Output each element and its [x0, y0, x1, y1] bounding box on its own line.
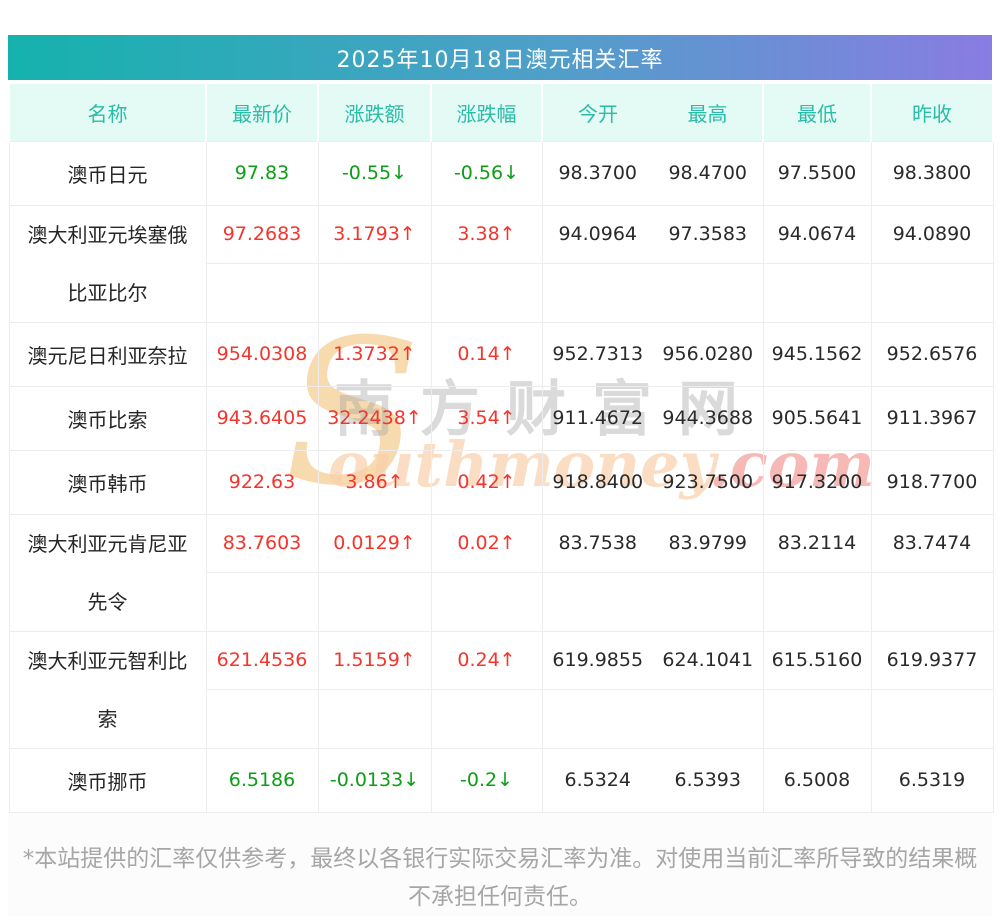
cell-change: 32.2438↑ [317, 385, 432, 451]
header-latest: 最新价 [205, 82, 319, 142]
header-name: 名称 [8, 82, 207, 142]
filler-row [9, 572, 994, 632]
cell-low: 6.5008 [762, 747, 872, 813]
cell-low: 917.3200 [762, 449, 872, 515]
cell-low: 83.2114 [762, 513, 872, 573]
rate-table: 名称 最新价 涨跌额 涨跌幅 今开 最高 最低 昨收 澳币日元 97.83 -0… [8, 82, 994, 813]
header-row: 名称 最新价 涨跌额 涨跌幅 今开 最高 最低 昨收 [8, 82, 994, 142]
cell-change-pct: -0.2↓ [430, 747, 543, 813]
header-prev-close: 昨收 [870, 82, 994, 142]
cell-change-pct: 0.24↑ [430, 630, 543, 690]
cell-name: 澳大利亚元埃塞俄 比亚比尔 [8, 204, 207, 323]
cell-change: -0.0133↓ [317, 747, 432, 813]
cell-prev-close: 619.9377 [870, 630, 994, 690]
table-row: 澳元尼日利亚奈拉 954.0308 1.3732↑ 0.14↑ 952.7313… [8, 321, 994, 387]
cell-change: 1.5159↑ [317, 630, 432, 690]
cell-low: 97.5500 [762, 140, 872, 206]
cell-prev-close: 98.3800 [870, 140, 994, 206]
cell-name: 澳币韩币 [8, 449, 207, 515]
cell-high: 6.5393 [653, 747, 764, 813]
cell-latest: 943.6405 [205, 385, 319, 451]
cell-name: 澳币日元 [8, 140, 207, 206]
cell-prev-close: 911.3967 [870, 385, 994, 451]
header-change: 涨跌额 [317, 82, 432, 142]
cell-low: 945.1562 [762, 321, 872, 387]
cell-prev-close: 94.0890 [870, 204, 994, 264]
header-open: 今开 [541, 82, 653, 142]
cell-open: 918.8400 [541, 449, 653, 515]
table-row: 澳币挪币 6.5186 -0.0133↓ -0.2↓ 6.5324 6.5393… [8, 747, 994, 813]
cell-low: 905.5641 [762, 385, 872, 451]
cell-latest: 621.4536 [205, 630, 319, 690]
cell-open: 6.5324 [541, 747, 653, 813]
table-row: 澳币比索 943.6405 32.2438↑ 3.54↑ 911.4672 94… [8, 385, 994, 451]
cell-open: 83.7538 [541, 513, 653, 573]
cell-latest: 954.0308 [205, 321, 319, 387]
cell-open: 952.7313 [541, 321, 653, 387]
disclaimer-text: *本站提供的汇率仅供参考，最终以各银行实际交易汇率为准。对使用当前汇率所导致的结… [8, 812, 992, 916]
cell-change: 0.0129↑ [317, 513, 432, 573]
cell-latest: 83.7603 [205, 513, 319, 573]
cell-change-pct: 3.54↑ [430, 385, 543, 451]
cell-name: 澳元尼日利亚奈拉 [8, 321, 207, 387]
cell-high: 98.4700 [653, 140, 764, 206]
cell-change: 1.3732↑ [317, 321, 432, 387]
cell-prev-close: 83.7474 [870, 513, 994, 573]
cell-latest: 922.63 [205, 449, 319, 515]
cell-open: 98.3700 [541, 140, 653, 206]
rate-table-wrap: S 南方财富网 outhmoney.com 名称 最新价 涨跌额 涨跌幅 今开 … [8, 82, 994, 813]
cell-prev-close: 918.7700 [870, 449, 994, 515]
cell-low: 615.5160 [762, 630, 872, 690]
cell-prev-close: 6.5319 [870, 747, 994, 813]
cell-high: 83.9799 [653, 513, 764, 573]
cell-high: 956.0280 [653, 321, 764, 387]
cell-change-pct: 0.42↑ [430, 449, 543, 515]
cell-change-pct: 0.02↑ [430, 513, 543, 573]
cell-open: 619.9855 [541, 630, 653, 690]
cell-name: 澳币挪币 [8, 747, 207, 813]
cell-latest: 97.83 [205, 140, 319, 206]
table-row: 澳大利亚元肯尼亚 先令 83.7603 0.0129↑ 0.02↑ 83.753… [8, 513, 994, 632]
cell-name: 澳币比索 [8, 385, 207, 451]
page-title: 2025年10月18日澳元相关汇率 [336, 47, 664, 73]
cell-open: 94.0964 [541, 204, 653, 264]
cell-high: 97.3583 [653, 204, 764, 264]
table-row: 澳币韩币 922.63 3.86↑ 0.42↑ 918.8400 923.750… [8, 449, 994, 515]
title-bar: 2025年10月18日澳元相关汇率 [8, 35, 992, 80]
cell-name: 澳大利亚元肯尼亚 先令 [8, 513, 207, 632]
cell-change: 3.1793↑ [317, 204, 432, 264]
header-low: 最低 [762, 82, 872, 142]
cell-change-pct: 0.14↑ [430, 321, 543, 387]
cell-high: 944.3688 [653, 385, 764, 451]
cell-latest: 6.5186 [205, 747, 319, 813]
filler-row [9, 263, 994, 323]
cell-high: 923.7500 [653, 449, 764, 515]
table-row: 澳大利亚元埃塞俄 比亚比尔 97.2683 3.1793↑ 3.38↑ 94.0… [8, 204, 994, 323]
cell-prev-close: 952.6576 [870, 321, 994, 387]
cell-low: 94.0674 [762, 204, 872, 264]
table-row: 澳大利亚元智利比 索 621.4536 1.5159↑ 0.24↑ 619.98… [8, 630, 994, 749]
cell-open: 911.4672 [541, 385, 653, 451]
cell-change-pct: 3.38↑ [430, 204, 543, 264]
cell-high: 624.1041 [653, 630, 764, 690]
header-high: 最高 [653, 82, 764, 142]
cell-change: -0.55↓ [317, 140, 432, 206]
cell-change: 3.86↑ [317, 449, 432, 515]
cell-change-pct: -0.56↓ [430, 140, 543, 206]
header-change-pct: 涨跌幅 [430, 82, 543, 142]
cell-latest: 97.2683 [205, 204, 319, 264]
table-row: 澳币日元 97.83 -0.55↓ -0.56↓ 98.3700 98.4700… [8, 140, 994, 206]
cell-name: 澳大利亚元智利比 索 [8, 630, 207, 749]
filler-row [9, 689, 994, 749]
